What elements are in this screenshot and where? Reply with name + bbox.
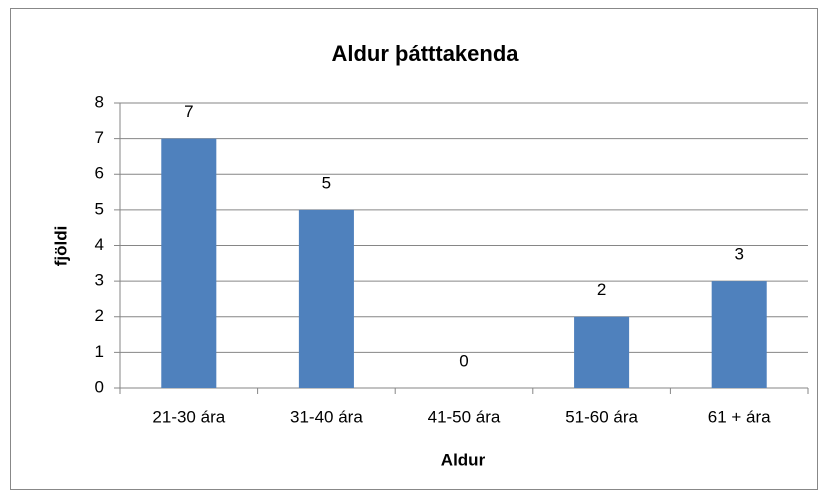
bar [161,138,217,388]
x-tick-label: 61 + ára [708,407,771,426]
chart-title: Aldur þátttakenda [331,41,519,66]
x-tick-label: 31-40 ára [290,407,363,426]
y-axis-title: fjöldi [51,226,70,267]
bar [298,209,354,388]
y-tick-label: 0 [95,377,104,396]
chart-border [10,8,818,490]
y-tick-label: 5 [95,199,104,218]
bar [711,281,767,388]
data-label: 7 [184,102,193,121]
x-tick-label: 41-50 ára [428,407,501,426]
y-tick-label: 3 [95,271,104,290]
x-tick-label: 51-60 ára [565,407,638,426]
y-tick-label: 8 [95,92,104,111]
bar [574,316,630,388]
y-tick-label: 4 [95,235,104,254]
data-label: 5 [322,173,331,192]
x-axis-title: Aldur [441,450,486,469]
y-tick-label: 2 [95,306,104,325]
y-tick-label: 1 [95,342,104,361]
data-label: 0 [459,351,468,370]
y-tick-label: 6 [95,164,104,183]
x-tick-label: 21-30 ára [152,407,225,426]
data-label: 2 [597,280,606,299]
data-label: 3 [734,245,743,264]
y-tick-label: 7 [95,128,104,147]
